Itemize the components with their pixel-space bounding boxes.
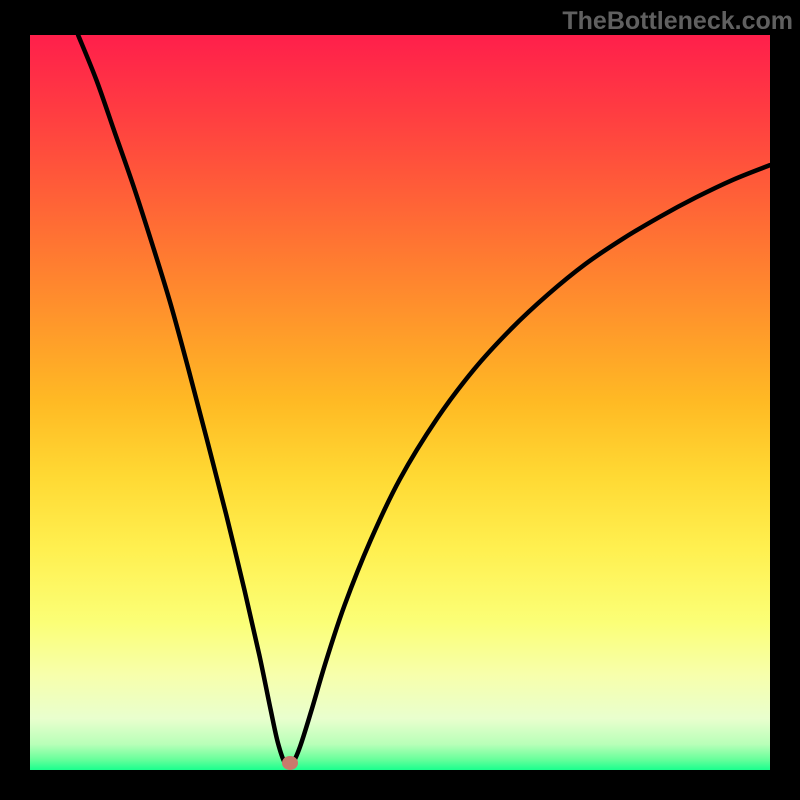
watermark-text: TheBottleneck.com [562,7,793,36]
chart-container: TheBottleneck.com [0,0,800,800]
gradient-plot-area [30,35,770,770]
